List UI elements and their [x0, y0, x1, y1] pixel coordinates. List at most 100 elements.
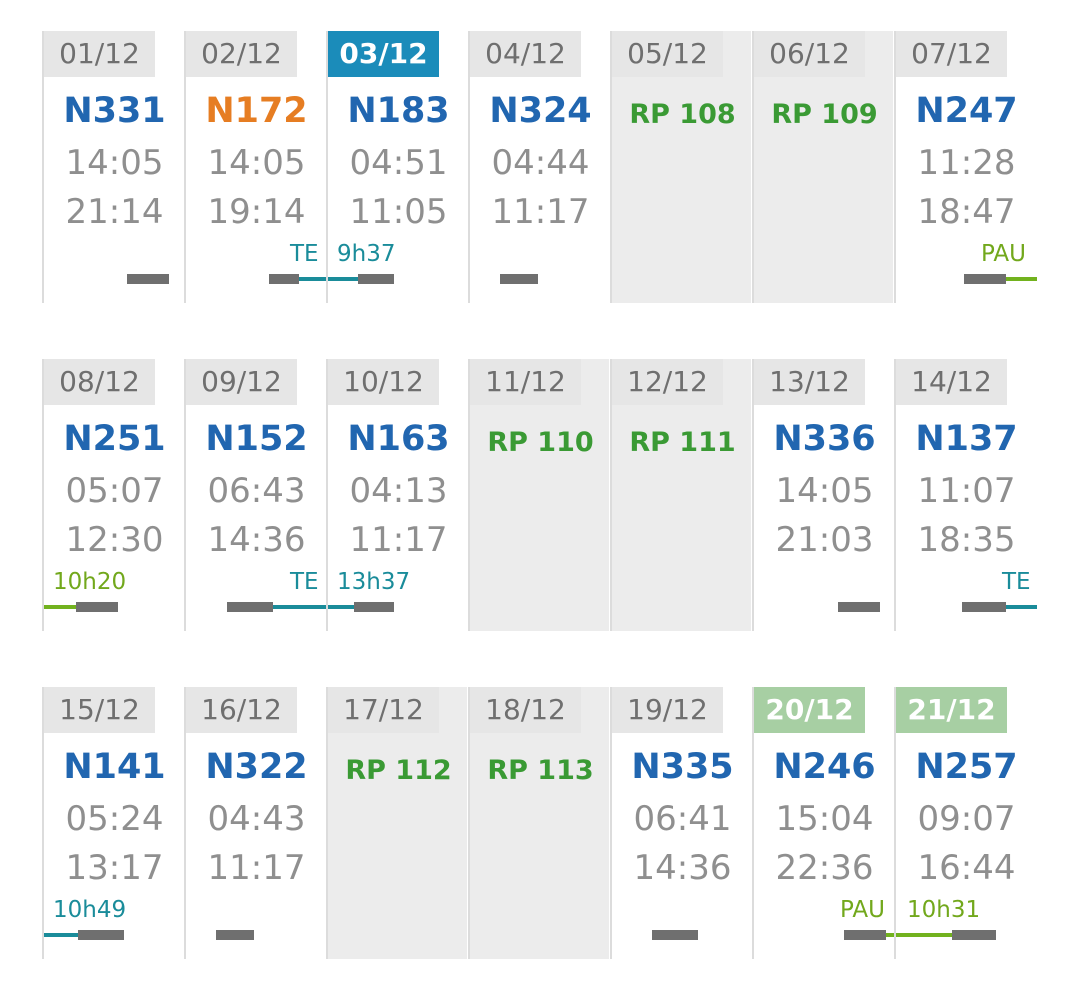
rest-day-code: RP 113: [487, 755, 594, 786]
break-line: [1006, 277, 1037, 281]
rest-day-code: RP 112: [345, 755, 452, 786]
day-cell-10-12[interactable]: 10/12 N163 04:13 11:17 13h37: [326, 359, 467, 631]
day-cell-13-12[interactable]: 13/12 N336 14:05 21:03: [752, 359, 893, 631]
shift-start: 06:43: [207, 471, 306, 511]
day-cell-11-12[interactable]: 11/12 RP 110: [468, 359, 609, 631]
day-cell-08-12[interactable]: 08/12 N251 05:07 12:30 10h20: [42, 359, 183, 631]
day-cell-20-12[interactable]: 20/12 N246 15:04 22:36 PAU: [752, 687, 895, 959]
day-date: 16/12: [186, 687, 297, 733]
shift-start: 14:05: [775, 471, 874, 511]
shift-end: 11:17: [491, 192, 590, 232]
day-date: 17/12: [328, 687, 439, 733]
day-cell-17-12[interactable]: 17/12 RP 112: [326, 687, 467, 959]
shift-bar: [952, 930, 996, 940]
day-cell-09-12[interactable]: 09/12 N152 06:43 14:36 TE: [184, 359, 327, 631]
day-cell-18-12[interactable]: 18/12 RP 113: [468, 687, 609, 959]
shift-code: N183: [347, 91, 450, 131]
shift-end: 21:03: [775, 520, 874, 560]
day-date: 07/12: [896, 31, 1007, 77]
shift-code: N152: [205, 419, 308, 459]
day-date-weekend: 20/12: [754, 687, 865, 733]
day-date: 10/12: [328, 359, 439, 405]
shift-start: 09:07: [917, 799, 1016, 839]
day-cell-01-12[interactable]: 01/12 N331 14:05 21:14: [42, 31, 183, 303]
shift-bar: [844, 930, 886, 940]
shift-start: 11:28: [917, 143, 1016, 183]
day-date: 14/12: [896, 359, 1007, 405]
day-cell-06-12[interactable]: 06/12 RP 109: [752, 31, 893, 303]
shift-code: N137: [915, 419, 1018, 459]
shift-bar: [358, 274, 394, 284]
shift-start: 11:07: [917, 471, 1016, 511]
shift-start: 04:51: [349, 143, 448, 183]
day-date: 19/12: [612, 687, 723, 733]
shift-bar: [354, 602, 394, 612]
shift-tag-label: PAU: [981, 241, 1026, 267]
shift-bar: [127, 274, 169, 284]
shift-start: 04:43: [207, 799, 306, 839]
shift-bar: [227, 602, 273, 612]
day-cell-14-12[interactable]: 14/12 N137 11:07 18:35 TE: [894, 359, 1037, 631]
shift-start: 14:05: [65, 143, 164, 183]
day-date: 13/12: [754, 359, 865, 405]
day-cell-12-12[interactable]: 12/12 RP 111: [610, 359, 751, 631]
shift-start: 05:07: [65, 471, 164, 511]
day-cell-04-12[interactable]: 04/12 N324 04:44 11:17: [468, 31, 609, 303]
day-date: 09/12: [186, 359, 297, 405]
day-cell-05-12[interactable]: 05/12 RP 108: [610, 31, 751, 303]
rest-duration-label: 13h37: [337, 569, 411, 595]
shift-start: 06:41: [633, 799, 732, 839]
rest-duration-label: 10h49: [53, 897, 127, 923]
day-date-today: 03/12: [328, 31, 439, 77]
day-cell-16-12[interactable]: 16/12 N322 04:43 11:17: [184, 687, 325, 959]
shift-end: 19:14: [207, 192, 306, 232]
shift-code: N257: [915, 747, 1018, 787]
shift-bar: [269, 274, 299, 284]
shift-bar: [964, 274, 1006, 284]
day-cell-03-12[interactable]: 03/12 N183 04:51 11:05 9h37: [326, 31, 467, 303]
shift-code: N141: [63, 747, 166, 787]
day-date: 15/12: [44, 687, 155, 733]
shift-end: 11:17: [349, 520, 448, 560]
day-cell-15-12[interactable]: 15/12 N141 05:24 13:17 10h49: [42, 687, 183, 959]
rest-period-line: [328, 277, 358, 281]
day-cell-19-12[interactable]: 19/12 N335 06:41 14:36: [610, 687, 751, 959]
shift-end: 11:17: [207, 848, 306, 888]
rest-duration-label: 10h20: [53, 569, 127, 595]
day-cell-07-12[interactable]: 07/12 N247 11:28 18:47 PAU: [894, 31, 1037, 303]
shift-end: 12:30: [65, 520, 164, 560]
shift-code: N336: [773, 419, 876, 459]
break-line: [886, 933, 895, 937]
rest-day-code: RP 110: [487, 427, 594, 458]
shift-start: 04:13: [349, 471, 448, 511]
shift-code: N324: [489, 91, 592, 131]
week-row: 15/12 N141 05:24 13:17 10h49 16/12 N322 …: [0, 687, 1080, 959]
shift-end: 16:44: [917, 848, 1016, 888]
rest-day-code: RP 111: [629, 427, 736, 458]
day-date: 02/12: [186, 31, 297, 77]
day-date: 12/12: [612, 359, 723, 405]
shift-start: 14:05: [207, 143, 306, 183]
day-cell-21-12[interactable]: 21/12 N257 09:07 16:44 10h31: [894, 687, 1035, 959]
shift-end: 18:47: [917, 192, 1016, 232]
shift-tag-label: PAU: [840, 897, 885, 923]
shift-tag-label: TE: [290, 241, 319, 267]
shift-code: N251: [63, 419, 166, 459]
shift-code: N163: [347, 419, 450, 459]
day-date: 11/12: [470, 359, 581, 405]
day-date-weekend: 21/12: [896, 687, 1007, 733]
shift-bar: [78, 930, 124, 940]
rest-period-line: [328, 605, 354, 609]
shift-end: 11:05: [349, 192, 448, 232]
day-date: 06/12: [754, 31, 865, 77]
shift-start: 04:44: [491, 143, 590, 183]
shift-end: 14:36: [633, 848, 732, 888]
week-row: 08/12 N251 05:07 12:30 10h20 09/12 N152 …: [0, 359, 1080, 631]
rest-period-line: [299, 277, 327, 281]
shift-code: N246: [773, 747, 876, 787]
shift-code: N172: [205, 91, 308, 131]
day-date: 05/12: [612, 31, 723, 77]
rest-period-line: [44, 605, 76, 609]
day-cell-02-12[interactable]: 02/12 N172 14:05 19:14 TE: [184, 31, 327, 303]
shift-bar: [652, 930, 698, 940]
